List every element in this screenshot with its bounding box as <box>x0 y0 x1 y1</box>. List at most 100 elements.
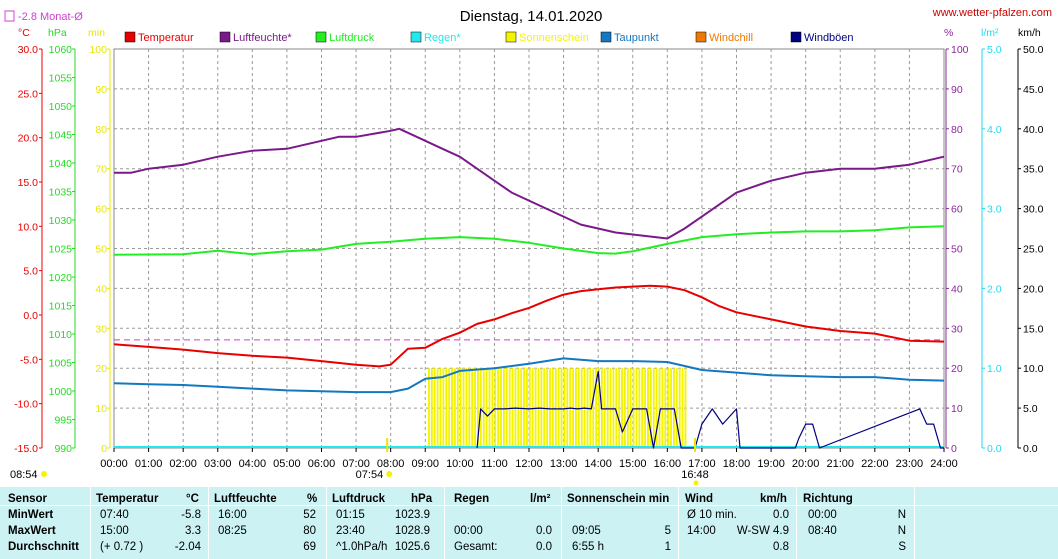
chart-svg: Dienstag, 14.01.2020 www.wetter-pfalzen.c… <box>4 7 1052 486</box>
temp-axis-tick-label: -5.0 <box>20 354 38 366</box>
unit-minutes: min <box>88 27 105 39</box>
temp-axis-tick-label: 5.0 <box>23 266 38 278</box>
sunshine-bar <box>595 368 598 448</box>
day-start-label: 08:54 <box>10 469 38 481</box>
separator <box>678 487 679 559</box>
sunshine-bar <box>661 368 664 448</box>
wind-axis-tick-label: 35.0 <box>1023 164 1044 176</box>
min-hum-time: 16:00 <box>218 509 247 521</box>
max-dir-time: 08:40 <box>808 525 837 537</box>
total-rain-label: Gesamt: <box>454 541 498 553</box>
x-tick-label: 15:00 <box>619 458 647 470</box>
x-tick-label: 09:00 <box>411 458 439 470</box>
min-dir-time: 00:00 <box>808 509 837 521</box>
x-tick-label: 20:00 <box>792 458 820 470</box>
x-tick-label: 05:00 <box>273 458 301 470</box>
sunshine-bar <box>684 368 687 448</box>
sunshine-bar <box>612 368 615 448</box>
sunshine-bar <box>494 368 497 448</box>
humidity-line <box>114 127 945 240</box>
humidity-axis-tick-label: 90 <box>951 84 963 96</box>
x-tick-label: 14:00 <box>584 458 612 470</box>
humidity-axis-tick-label: 20 <box>951 363 963 375</box>
sunshine-bar <box>641 368 644 448</box>
max-sun-time: 09:05 <box>572 525 601 537</box>
sunshine-bar <box>664 368 667 448</box>
sun-icon <box>693 480 699 486</box>
sunshine-bar <box>502 368 505 448</box>
pressure-axis-tick-label: 1010 <box>49 329 73 341</box>
sunshine-bar <box>655 368 658 448</box>
stats-header-rain-unit: l/m² <box>530 493 551 505</box>
humidity-axis-tick-label: 40 <box>951 283 963 295</box>
x-tick-label: 21:00 <box>826 458 854 470</box>
sunshine-bar <box>465 368 468 448</box>
minutes-axis-tick-label: 40 <box>95 283 107 295</box>
total-sun-value: 1 <box>664 541 671 553</box>
avg-press-trend: ^1.0hPa/h <box>336 541 388 553</box>
sunshine-bar <box>644 368 647 448</box>
max-temp-time: 15:00 <box>100 525 129 537</box>
sunshine-bar <box>658 368 661 448</box>
stats-header-hum-unit: % <box>307 493 318 505</box>
avg-dir-value: S <box>898 541 906 553</box>
legend-swatch <box>790 31 802 43</box>
sunshine-bar <box>485 368 488 448</box>
wind-axis-tick-label: 50.0 <box>1023 44 1044 56</box>
x-tick-label: 07:00 <box>342 458 370 470</box>
minutes-axis-tick-label: 80 <box>95 124 107 136</box>
legend-swatch <box>410 31 422 43</box>
sunshine-bar <box>439 368 442 448</box>
x-tick-label: 12:00 <box>515 458 543 470</box>
x-tick-label: 11:00 <box>481 458 508 470</box>
wind-axis-tick-label: 30.0 <box>1023 204 1044 216</box>
max-press-value: 1028.9 <box>394 525 430 537</box>
wind-axis-tick-label: 40.0 <box>1023 124 1044 136</box>
sunshine-bar <box>526 368 528 448</box>
sun-icon <box>41 471 47 477</box>
separator <box>90 487 91 559</box>
sunshine-bar <box>442 368 445 448</box>
stats-header-wind-unit: km/h <box>760 493 787 505</box>
rain-axis-tick-label: 3.0 <box>987 204 1002 216</box>
minutes-axis-tick-label: 0 <box>101 443 107 455</box>
sunshine-bar <box>549 368 551 448</box>
sunshine-bar <box>471 368 474 448</box>
pressure-axis-tick-label: 995 <box>54 415 72 427</box>
x-tick-label: 22:00 <box>861 458 889 470</box>
sunshine-bar <box>649 368 652 448</box>
humidity-axis-tick-label: 70 <box>951 164 963 176</box>
max-hum-time: 08:25 <box>218 525 247 537</box>
x-tick-label: 13:00 <box>550 458 578 470</box>
pressure-axis-tick-label: 1040 <box>49 158 73 170</box>
x-tick-label: 02:00 <box>169 458 197 470</box>
wind-axis-tick-label: 10.0 <box>1023 363 1044 375</box>
legend-swatch <box>695 31 707 43</box>
avg-hum-value: 69 <box>303 541 316 553</box>
sunshine-bar <box>615 368 618 448</box>
avg-temp-note: (+ 0.72 ) <box>100 541 144 553</box>
sunshine-bar <box>500 368 502 448</box>
max-hum-value: 80 <box>303 525 316 537</box>
sunshine-bar <box>675 368 678 448</box>
stats-panel: Sensor Temperatur °C Luftfeuchte % Luftd… <box>0 487 1058 559</box>
sunshine-bar <box>551 368 554 448</box>
temp-axis-tick-label: 25.0 <box>18 88 39 100</box>
rain-axis-tick-label: 1.0 <box>987 363 1002 375</box>
rain-axis-tick-label: 0.0 <box>987 443 1002 455</box>
sunshine-bar <box>577 368 580 448</box>
max-sun-value: 5 <box>664 525 671 537</box>
temp-axis-tick-label: -15.0 <box>14 443 38 455</box>
pressure-axis-tick-label: 990 <box>54 443 72 455</box>
x-tick-label: 10:00 <box>446 458 474 470</box>
pressure-axis-tick-label: 1005 <box>49 358 73 370</box>
legend-swatch <box>505 31 517 43</box>
sunshine-bar <box>652 368 655 448</box>
sunshine-bar <box>563 368 566 448</box>
legend-label: Sonnenschein <box>519 32 589 44</box>
x-tick-label: 17:00 <box>688 458 716 470</box>
stats-header-press-unit: hPa <box>411 493 433 505</box>
x-tick-label: 24:00 <box>930 458 958 470</box>
stats-header-press: Luftdruck <box>332 493 386 505</box>
sunshine-bar <box>428 368 430 448</box>
